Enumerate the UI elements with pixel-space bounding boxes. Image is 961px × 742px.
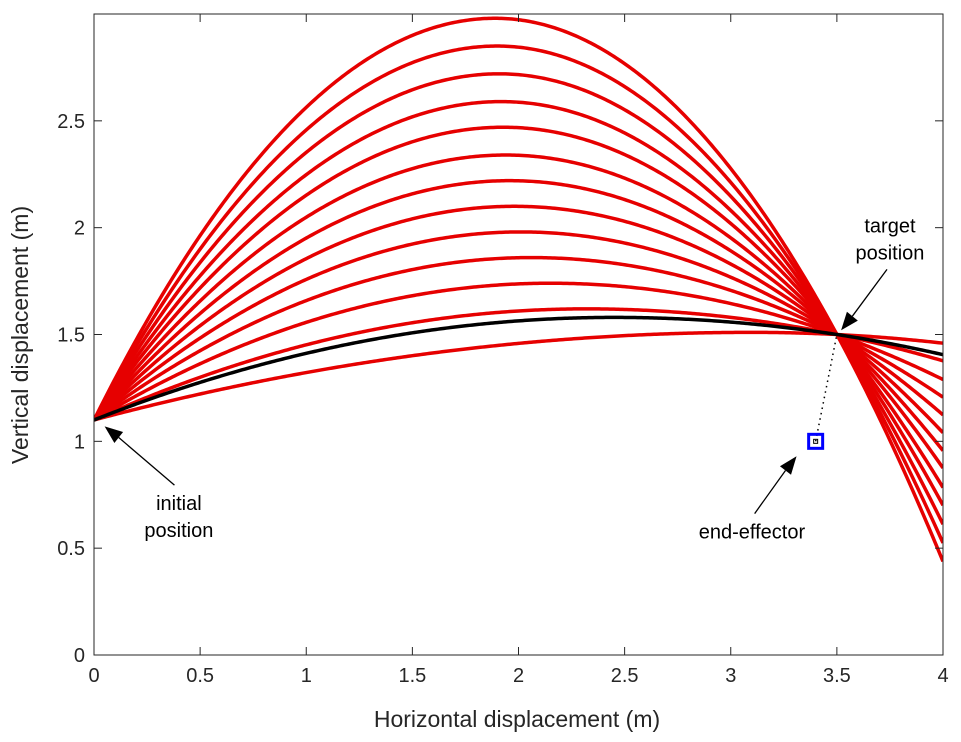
initial-annotation-text: initial: [156, 493, 202, 515]
initial-arrow-line: [118, 437, 175, 486]
target-annotation-text: target: [864, 215, 916, 237]
trajectory-9-line: [94, 125, 943, 489]
trajectory-12-line: [94, 44, 943, 544]
x-tick-label: 0.5: [186, 665, 214, 687]
initial-annotation-text: position: [144, 520, 213, 542]
trajectory-13-line: [94, 16, 943, 563]
end-effector-arrow-head: [779, 456, 797, 475]
x-axis-label: Horizontal displacement (m): [374, 706, 660, 732]
y-tick-label: 1: [74, 431, 85, 453]
trajectory-5-line: [94, 230, 943, 422]
trajectory-3-line: [94, 281, 943, 422]
x-tick-label: 1: [301, 665, 312, 687]
end-effector-point: [813, 438, 819, 444]
trajectory-11-line: [94, 72, 943, 525]
y-axis-label: Vertical displacement (m): [7, 206, 33, 464]
target-arrow-line: [851, 268, 888, 317]
annotations: initial position target position end-effecto…: [104, 215, 924, 544]
initial-annotation: initial position: [104, 426, 213, 542]
end-effector-arrow-line: [754, 470, 787, 514]
end-effector-marker: [807, 432, 825, 450]
selected-trajectory-line: [94, 315, 943, 422]
initial-arrow-head: [104, 426, 124, 444]
trajectory-8-line: [94, 153, 943, 469]
end-effector-annotation: end-effector: [699, 456, 806, 544]
x-tick-label: 2: [513, 665, 524, 687]
x-tick-label: 0: [88, 665, 99, 687]
y-tick-label: 2: [74, 218, 85, 240]
trajectory-1-line: [94, 330, 943, 422]
x-tick-label: 3.5: [823, 665, 851, 687]
chart-overlay: [807, 334, 838, 450]
x-tick-label: 3: [725, 665, 736, 687]
y-tick-label: 0.5: [57, 538, 85, 560]
y-tick-label: 1.5: [57, 325, 85, 347]
trajectory-4-line: [94, 255, 943, 422]
x-tick-label: 2.5: [611, 665, 639, 687]
target-annotation: target position: [841, 215, 924, 331]
trajectory-10-line: [94, 99, 943, 507]
x-tick-label: 1.5: [398, 665, 426, 687]
x-axis-ticks: 0 0.5 1 1.5 2 2.5 3 3.5 4: [88, 14, 949, 687]
end-effector-annotation-text: end-effector: [699, 522, 806, 544]
trajectory-curves: [94, 16, 943, 563]
trajectory-7-line: [94, 178, 943, 452]
trajectory-6-line: [94, 204, 943, 434]
y-tick-label: 2.5: [57, 111, 85, 133]
x-tick-label: 4: [937, 665, 948, 687]
end-effector-link-line: [814, 334, 838, 442]
target-arrow-head: [841, 311, 858, 331]
y-axis-ticks: 0 0.5 1 1.5 2 2.5: [57, 111, 943, 667]
target-annotation-text: position: [855, 242, 924, 264]
y-tick-label: 0: [74, 645, 85, 667]
